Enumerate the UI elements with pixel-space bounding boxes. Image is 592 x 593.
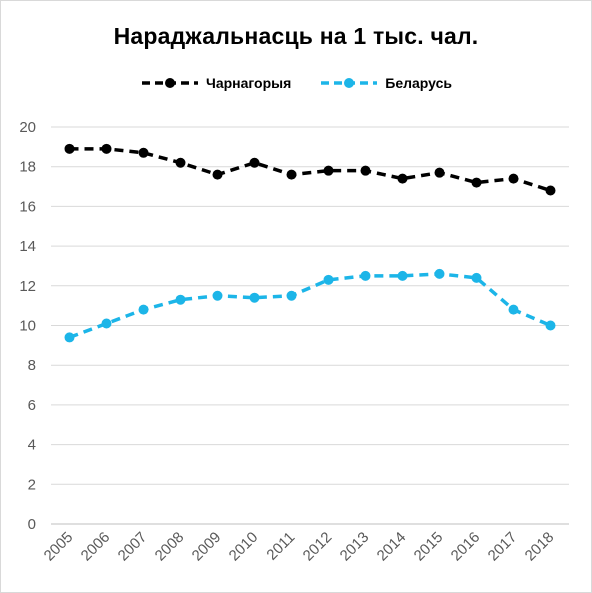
y-tick-label: 10	[19, 318, 36, 335]
series-line-2	[68, 272, 552, 340]
legend-item-series-1: Чарнагорыя	[140, 75, 291, 91]
x-tick-label: 2009	[189, 529, 225, 565]
data-point-series-1	[249, 157, 260, 168]
y-tick-label: 8	[28, 357, 36, 374]
x-tick-label: 2011	[263, 529, 298, 564]
data-point-series-1	[434, 167, 445, 178]
x-tick-label: 2008	[152, 529, 188, 565]
data-point-series-2	[249, 292, 260, 303]
x-tick-label: 2007	[115, 529, 151, 565]
data-point-series-1	[101, 143, 112, 154]
x-tick-label: 2015	[411, 529, 447, 565]
data-point-series-2	[545, 320, 556, 331]
data-point-series-2	[434, 268, 445, 279]
legend-label-series-1: Чарнагорыя	[205, 75, 292, 91]
x-tick-label: 2017	[485, 529, 521, 565]
data-point-series-1	[64, 143, 75, 154]
chart-title: Нараджальнасць на 1 тыс. чал.	[113, 23, 479, 49]
x-tick-label: 2014	[374, 529, 410, 565]
data-point-series-1	[138, 147, 149, 158]
x-tick-label: 2006	[78, 529, 114, 565]
x-tick-label: 2016	[448, 529, 484, 565]
y-tick-label: 2	[28, 476, 36, 493]
y-tick-label: 18	[19, 159, 36, 176]
data-point-series-2	[323, 274, 334, 285]
data-point-series-1	[471, 177, 482, 188]
series-line-1	[69, 147, 552, 193]
x-tick-label: 2013	[337, 529, 373, 565]
x-tick-label: 2010	[226, 529, 262, 565]
legend-marker-series-2	[321, 78, 378, 88]
data-point-series-1	[360, 165, 371, 176]
data-point-series-2	[138, 304, 149, 315]
data-point-series-2	[286, 290, 297, 301]
data-point-series-1	[545, 185, 556, 196]
data-point-series-1	[508, 173, 519, 184]
y-tick-label: 12	[19, 278, 36, 295]
data-point-series-1	[286, 169, 297, 180]
y-tick-label: 4	[28, 437, 36, 454]
x-tick-label: 2012	[300, 529, 336, 565]
data-point-series-2	[508, 304, 519, 315]
legend-label-series-2: Беларусь	[385, 75, 453, 91]
data-point-series-2	[212, 290, 223, 301]
data-point-series-2	[471, 272, 482, 283]
y-tick-label: 14	[19, 238, 36, 255]
data-point-series-2	[175, 294, 186, 305]
data-point-series-1	[323, 165, 334, 176]
legend: Чарнагорыя Беларусь	[1, 75, 591, 91]
data-point-series-1	[397, 173, 408, 184]
legend-marker-series-1	[141, 78, 198, 88]
data-point-series-2	[64, 332, 75, 343]
data-point-series-2	[397, 270, 408, 281]
y-tick-label: 6	[28, 397, 36, 414]
data-point-series-2	[101, 318, 112, 329]
data-point-series-1	[175, 157, 186, 168]
y-tick-label: 0	[28, 516, 36, 533]
y-tick-label: 16	[19, 198, 36, 215]
x-tick-label: 2018	[522, 529, 558, 565]
legend-item-series-2: Беларусь	[319, 75, 452, 91]
data-point-series-2	[360, 270, 371, 281]
y-tick-label: 20	[19, 119, 36, 136]
data-point-series-1	[212, 169, 223, 180]
x-tick-label: 2005	[41, 529, 77, 565]
